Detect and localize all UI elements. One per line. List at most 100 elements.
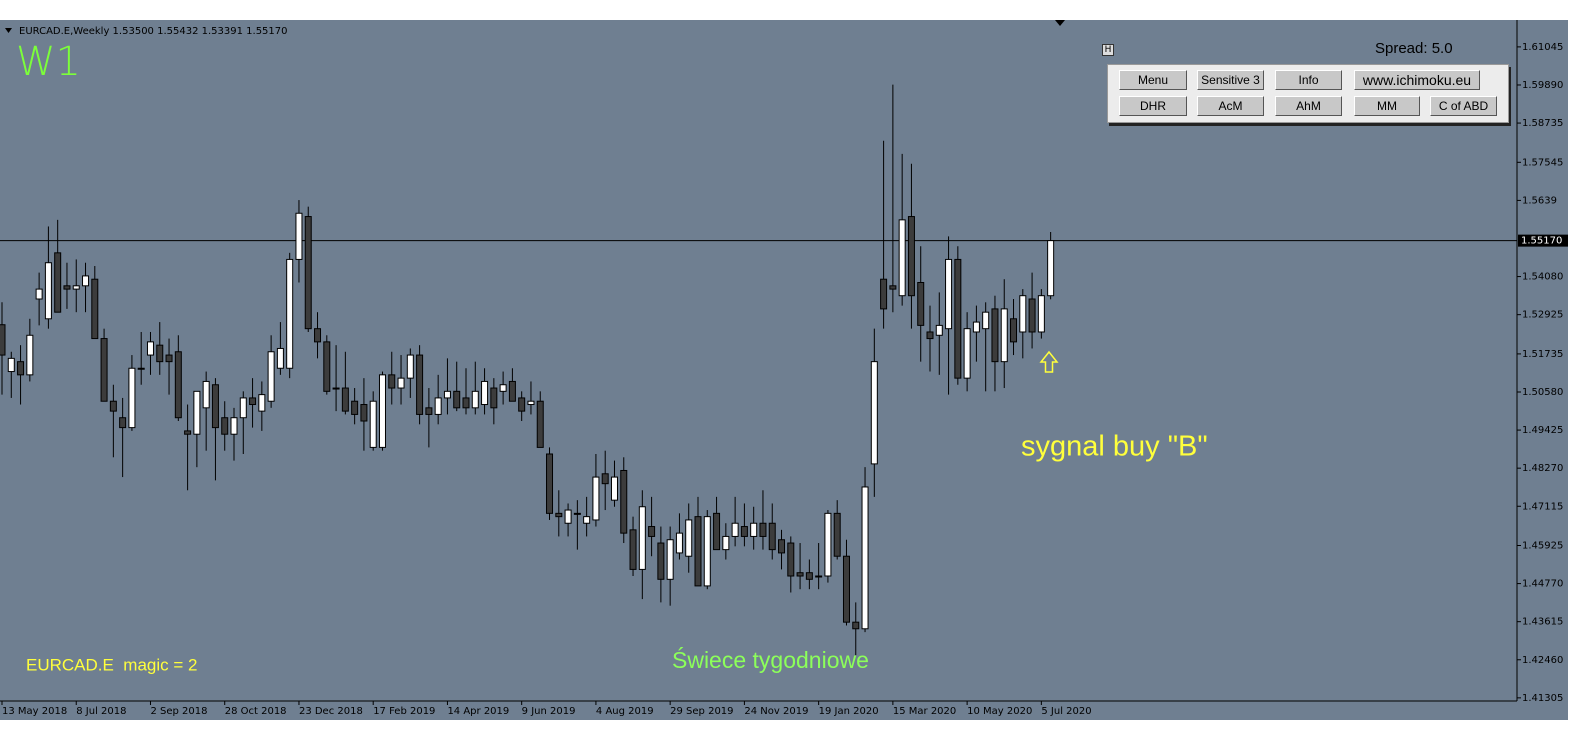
panel-button[interactable]: Info xyxy=(1275,70,1342,90)
candle-body xyxy=(7,357,15,373)
y-tick-label: 1.44770 xyxy=(1522,579,1563,590)
candle-body xyxy=(573,512,581,515)
candle-body xyxy=(54,252,62,313)
x-tick-label: 23 Dec 2018 xyxy=(299,706,363,717)
panel-button[interactable]: AcM xyxy=(1197,96,1264,116)
candle-body xyxy=(805,572,813,580)
panel-button[interactable]: Sensitive 3 xyxy=(1197,70,1264,90)
candle-body xyxy=(1047,240,1055,297)
candle-body xyxy=(286,258,294,369)
candle-body xyxy=(731,522,739,537)
candle-body xyxy=(954,258,962,379)
candle-body xyxy=(258,394,266,412)
shift-marker xyxy=(1055,20,1065,26)
candle-body xyxy=(91,278,99,340)
spread-label: Spread: 5.0 xyxy=(1375,40,1453,57)
candle-body xyxy=(972,321,980,333)
candle-body xyxy=(518,397,526,412)
candle-body xyxy=(35,288,43,300)
candle-body xyxy=(861,486,869,630)
candle-body xyxy=(369,400,377,448)
candle-body xyxy=(137,367,145,370)
candle-body xyxy=(416,354,424,415)
chart-background xyxy=(0,20,1568,720)
y-tick-label: 1.43615 xyxy=(1522,617,1563,628)
x-tick-label: 2 Sep 2018 xyxy=(150,706,207,717)
candle-body xyxy=(128,367,136,429)
x-tick-label: 28 Oct 2018 xyxy=(225,706,287,717)
candle-body xyxy=(100,338,108,402)
candle-body xyxy=(527,400,535,406)
x-tick-label: 15 Mar 2020 xyxy=(893,706,956,717)
candle-body xyxy=(332,387,340,390)
candle-body xyxy=(657,542,665,580)
candle-body xyxy=(833,512,841,557)
candle-body xyxy=(453,390,461,409)
candle-body xyxy=(740,526,748,537)
candle-body xyxy=(768,522,776,551)
candle-body xyxy=(174,351,182,419)
timeframe-label: W1 xyxy=(16,39,81,85)
candle-body xyxy=(1037,295,1045,333)
signal-annotation: sygnal buy "B" xyxy=(1021,431,1208,463)
candle-body xyxy=(490,387,498,409)
candle-body xyxy=(750,522,758,537)
candle-body xyxy=(759,522,767,537)
candle-body xyxy=(703,516,711,587)
x-tick-label: 9 Jun 2019 xyxy=(522,706,576,717)
candle-body xyxy=(555,512,563,518)
candle-body xyxy=(63,285,71,290)
candle-body xyxy=(499,384,507,392)
y-tick-label: 1.61045 xyxy=(1522,42,1563,53)
candle-body xyxy=(1028,298,1036,333)
candle-body xyxy=(193,390,201,435)
candle-body xyxy=(44,262,52,320)
panel-button[interactable]: Menu xyxy=(1119,70,1187,90)
candle-body xyxy=(72,285,80,290)
magic-annotation: EURCAD.E magic = 2 xyxy=(26,655,197,674)
y-tick-label: 1.51735 xyxy=(1522,349,1563,360)
candle-body xyxy=(815,575,823,578)
candle-body xyxy=(1010,318,1018,343)
candle-body xyxy=(0,324,6,356)
candle-body xyxy=(991,308,999,363)
panel-button[interactable]: AhM xyxy=(1275,96,1342,116)
x-tick-label: 29 Sep 2019 xyxy=(670,706,733,717)
candle-body xyxy=(536,400,544,448)
candle-body xyxy=(629,529,637,570)
candle-body xyxy=(17,361,25,376)
panel-toggle[interactable]: H xyxy=(1102,44,1114,56)
caption-annotation: Świece tygodniowe xyxy=(672,646,869,673)
x-tick-label: 17 Feb 2019 xyxy=(373,706,435,717)
x-tick-label: 4 Aug 2019 xyxy=(596,706,654,717)
y-tick-label: 1.58735 xyxy=(1522,118,1563,129)
candle-body xyxy=(119,417,127,429)
y-tick-label: 1.42460 xyxy=(1522,655,1563,666)
candle-body xyxy=(249,397,257,406)
x-tick-label: 5 Jul 2020 xyxy=(1041,706,1091,717)
candle-body xyxy=(648,526,656,537)
panel-button[interactable]: DHR xyxy=(1119,96,1187,116)
panel-button[interactable]: www.ichimoku.eu xyxy=(1354,70,1480,90)
y-tick-label: 1.45925 xyxy=(1522,541,1563,552)
candle-body xyxy=(406,354,414,379)
candle-body xyxy=(713,512,721,551)
y-tick-label: 1.48270 xyxy=(1522,463,1563,474)
candle-body xyxy=(341,387,349,412)
y-tick-label: 1.59890 xyxy=(1522,80,1563,91)
panel-button[interactable]: C of ABD xyxy=(1430,96,1497,116)
candle-body xyxy=(26,334,34,376)
candle-body xyxy=(852,621,860,630)
x-tick-label: 19 Jan 2020 xyxy=(819,706,879,717)
panel-button[interactable]: MM xyxy=(1354,96,1420,116)
candle-body xyxy=(1019,295,1027,333)
candle-body xyxy=(880,278,888,310)
x-tick-label: 10 May 2020 xyxy=(967,706,1032,717)
y-tick-label: 1.50580 xyxy=(1522,387,1563,398)
candle-body xyxy=(685,519,693,557)
candle-body xyxy=(276,347,284,369)
candle-body xyxy=(239,397,247,419)
candle-body xyxy=(610,476,618,501)
